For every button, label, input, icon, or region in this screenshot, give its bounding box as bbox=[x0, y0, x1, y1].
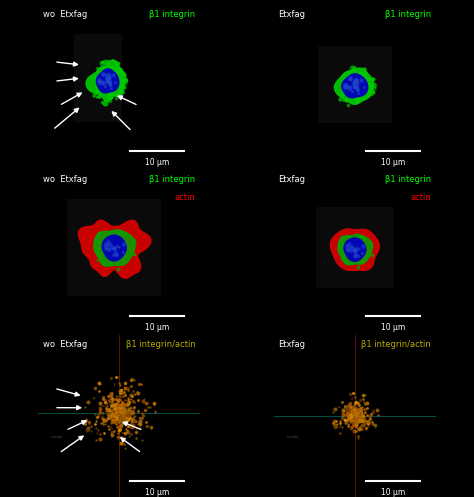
Text: actin: actin bbox=[174, 192, 195, 202]
Text: β1 integrin: β1 integrin bbox=[149, 174, 195, 184]
Text: actin: actin bbox=[410, 192, 431, 202]
Text: wo  Etxfag: wo Etxfag bbox=[43, 10, 87, 19]
Text: wo  Etxfag: wo Etxfag bbox=[43, 174, 87, 184]
Text: 10 μm: 10 μm bbox=[145, 488, 169, 497]
Text: wo  Etxfag: wo Etxfag bbox=[43, 339, 87, 348]
Text: β1 integrin/actin: β1 integrin/actin bbox=[126, 339, 195, 348]
Text: 10 μm: 10 μm bbox=[381, 488, 405, 497]
Bar bbox=[316, 207, 394, 288]
Polygon shape bbox=[338, 235, 372, 265]
Polygon shape bbox=[102, 235, 126, 261]
Text: Etxfag: Etxfag bbox=[279, 10, 306, 19]
Polygon shape bbox=[330, 229, 379, 270]
Polygon shape bbox=[94, 230, 135, 266]
Text: Etxfag: Etxfag bbox=[279, 174, 306, 184]
Polygon shape bbox=[96, 69, 119, 93]
Text: β1 integrin: β1 integrin bbox=[149, 10, 195, 19]
Polygon shape bbox=[78, 220, 151, 278]
Text: 10 μm: 10 μm bbox=[381, 159, 405, 167]
Text: 10 μm: 10 μm bbox=[381, 323, 405, 332]
Polygon shape bbox=[342, 74, 368, 98]
Text: 10 μm: 10 μm bbox=[145, 323, 169, 332]
Text: s-scale: s-scale bbox=[287, 435, 299, 439]
Text: β1 integrin: β1 integrin bbox=[385, 10, 431, 19]
Text: 10 μm: 10 μm bbox=[145, 159, 169, 167]
Bar bbox=[67, 199, 161, 296]
Polygon shape bbox=[335, 68, 374, 104]
Bar bbox=[318, 46, 392, 123]
Text: β1 integrin/actin: β1 integrin/actin bbox=[362, 339, 431, 348]
Polygon shape bbox=[344, 238, 366, 261]
Polygon shape bbox=[86, 60, 126, 101]
Text: Etxfag: Etxfag bbox=[279, 339, 306, 348]
Text: s-scale: s-scale bbox=[51, 435, 63, 439]
Bar bbox=[73, 34, 122, 122]
Text: β1 integrin: β1 integrin bbox=[385, 174, 431, 184]
